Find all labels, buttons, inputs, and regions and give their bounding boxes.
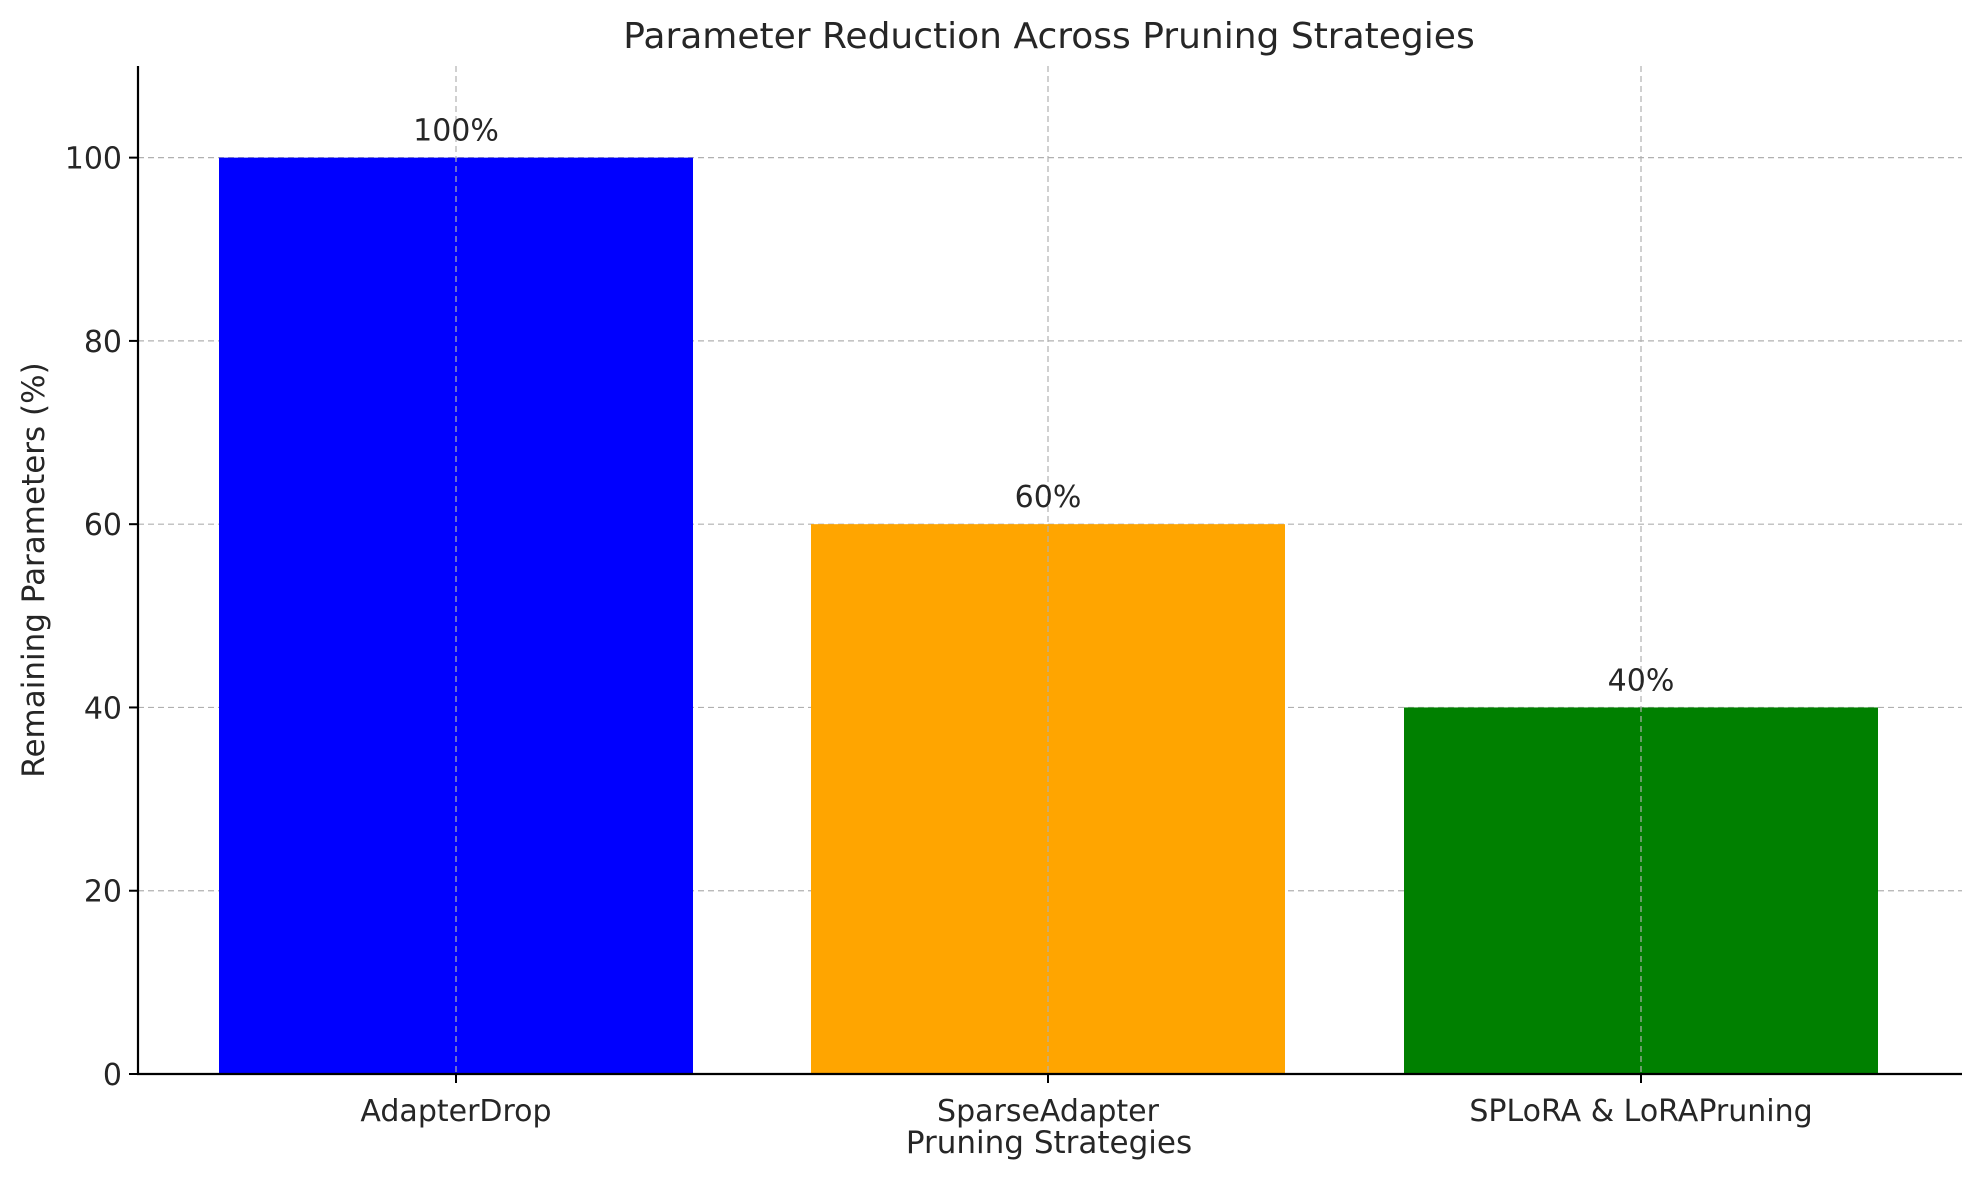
y-ticks-layer: 0 20 40 60 80 100 <box>65 142 138 1093</box>
x-tick-label: SPLoRA & LoRAPruning <box>1469 1094 1812 1129</box>
y-tick-label: 20 <box>84 875 122 910</box>
axes-layer <box>136 66 1962 1076</box>
value-label: 60% <box>1015 480 1082 515</box>
y-axis-label: Remaining Parameters (%) <box>16 362 52 777</box>
value-label: 100% <box>413 114 499 149</box>
y-tick-label: 60 <box>84 508 122 543</box>
y-tick-label: 0 <box>103 1058 122 1093</box>
y-tick-label: 80 <box>84 325 122 360</box>
value-labels-layer: 100% 60% 40% <box>413 114 1674 699</box>
y-tick-label: 100 <box>65 142 122 177</box>
chart-title: Parameter Reduction Across Pruning Strat… <box>623 16 1474 57</box>
vertical-grid-layer <box>455 66 1642 1074</box>
value-label: 40% <box>1608 663 1675 698</box>
x-axis-label: Pruning Strategies <box>906 1125 1192 1161</box>
y-tick-label: 40 <box>84 691 122 726</box>
x-tick-label: SparseAdapter <box>937 1094 1160 1129</box>
x-ticks-layer: AdapterDrop SparseAdapter SPLoRA & LoRAPru… <box>360 1074 1813 1129</box>
x-tick-label: AdapterDrop <box>360 1094 551 1129</box>
